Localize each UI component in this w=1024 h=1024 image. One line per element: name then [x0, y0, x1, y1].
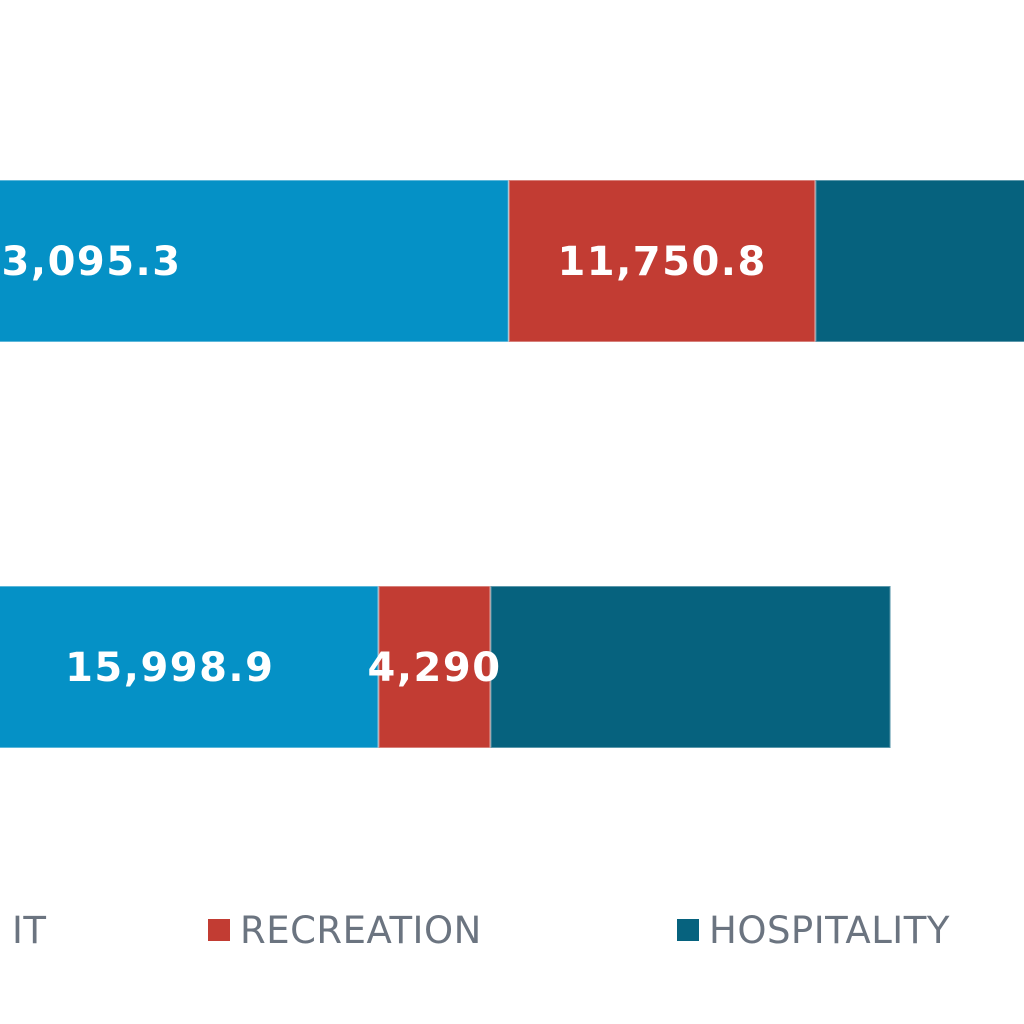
data-label-it-1: 15,998.9 — [65, 645, 274, 691]
legend-label-it: IT — [12, 908, 47, 952]
bars-layer — [0, 179, 1024, 749]
bar-it-1 — [0, 585, 380, 749]
legend: IT RECREATION HOSPITALITY — [0, 905, 1024, 955]
legend-label-recreation: RECREATION — [240, 908, 482, 952]
legend-item-it: IT — [0, 905, 47, 955]
data-labels-layer: 33,095.3 11,750.8 15,998.9 4,290 — [0, 239, 766, 691]
data-label-recreation-1: 4,290 — [368, 645, 502, 691]
legend-item-hospitality: HOSPITALITY — [677, 905, 950, 955]
legend-item-recreation: RECREATION — [208, 905, 482, 955]
legend-swatch-hospitality — [677, 919, 699, 941]
bar-hospitality-0 — [814, 179, 1024, 343]
data-label-it-0: 33,095.3 — [0, 239, 182, 285]
bar-recreation-0 — [507, 179, 817, 343]
bar-hospitality-1 — [489, 585, 892, 749]
legend-swatch-recreation — [208, 919, 230, 941]
bar-recreation-1 — [377, 585, 492, 749]
bar-it-0 — [0, 179, 510, 343]
data-label-recreation-0: 11,750.8 — [557, 239, 766, 285]
legend-label-hospitality: HOSPITALITY — [709, 908, 950, 952]
